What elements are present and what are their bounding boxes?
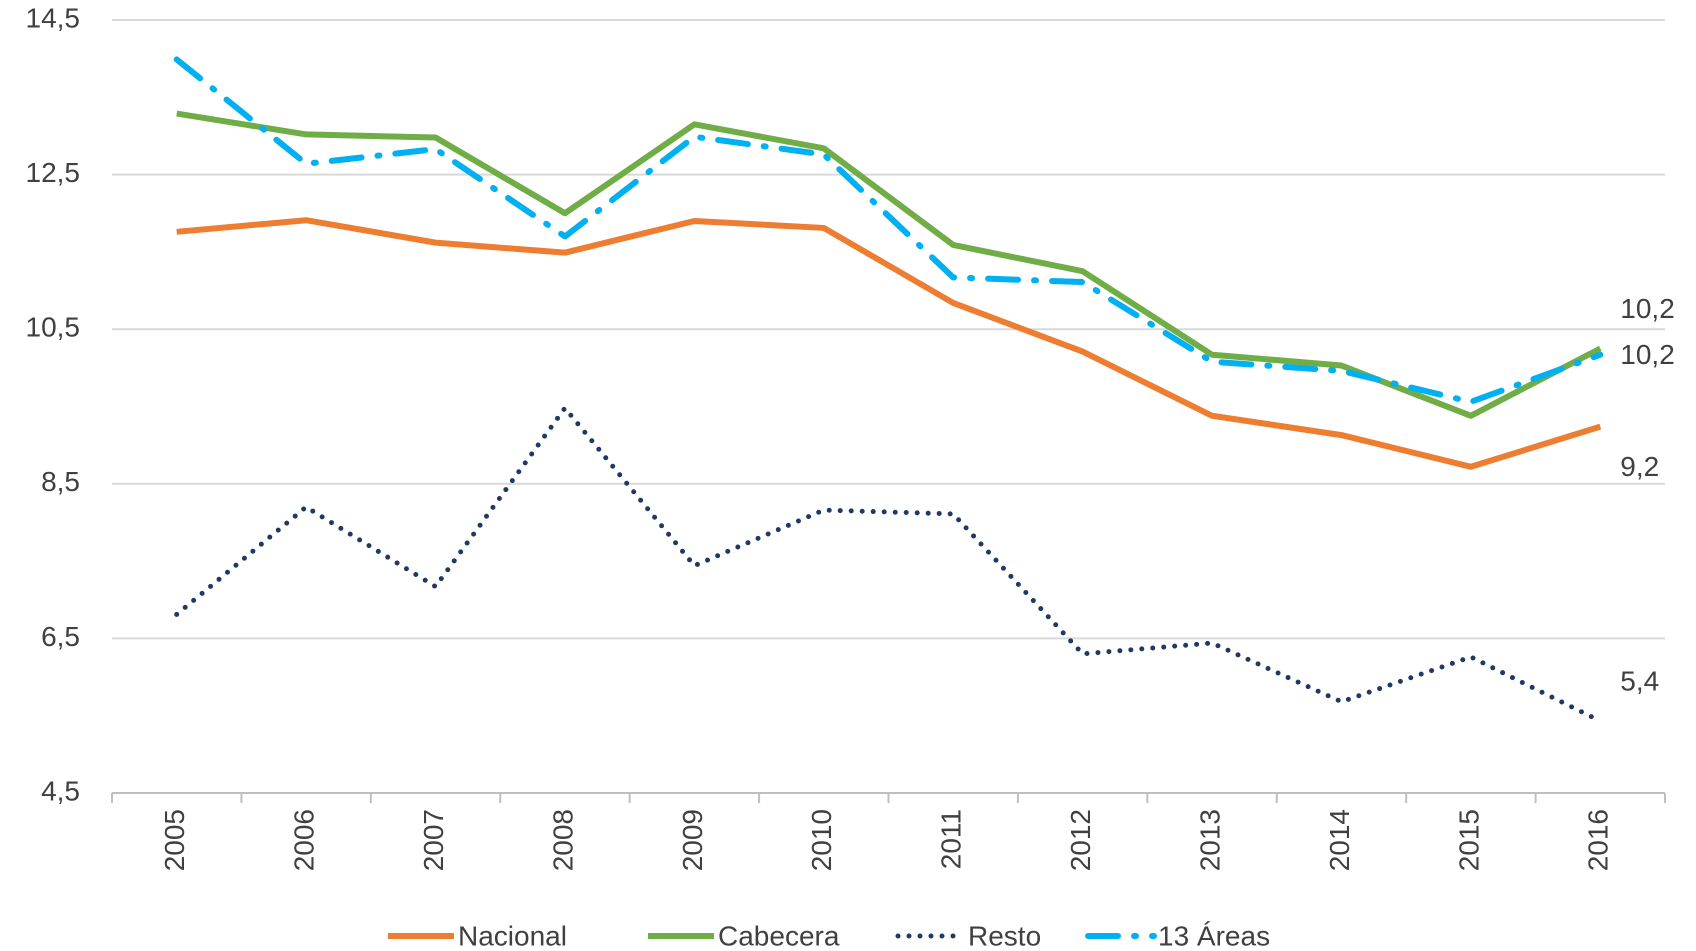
x-tick-label: 2005 bbox=[159, 809, 190, 871]
x-tick-label: 2016 bbox=[1583, 809, 1614, 871]
x-tick-label: 2014 bbox=[1324, 809, 1355, 871]
legend-label: Cabecera bbox=[718, 920, 840, 951]
x-tick-label: 2008 bbox=[547, 809, 578, 871]
series-line bbox=[176, 217, 1602, 470]
data-label: 10,2 bbox=[1620, 339, 1675, 370]
y-tick-label: 12,5 bbox=[26, 157, 81, 188]
x-tick-label: 2010 bbox=[806, 809, 837, 871]
y-tick-label: 4,5 bbox=[41, 775, 80, 806]
y-tick-label: 10,5 bbox=[26, 312, 81, 343]
legend-label: Nacional bbox=[458, 920, 567, 951]
data-label: 5,4 bbox=[1620, 666, 1659, 697]
data-label: 9,2 bbox=[1620, 451, 1659, 482]
x-tick-label: 2015 bbox=[1453, 809, 1484, 871]
x-tick-label: 2012 bbox=[1065, 809, 1096, 871]
x-tick-label: 2006 bbox=[289, 809, 320, 871]
x-tick-label: 2013 bbox=[1194, 809, 1225, 871]
y-tick-label: 14,5 bbox=[26, 2, 81, 33]
x-tick-label: 2007 bbox=[418, 809, 449, 871]
y-tick-label: 6,5 bbox=[41, 621, 80, 652]
series-line bbox=[173, 56, 1604, 405]
legend-label: Resto bbox=[968, 920, 1041, 951]
legend-label: 13 Áreas bbox=[1158, 920, 1270, 951]
x-tick-label: 2009 bbox=[677, 809, 708, 871]
y-tick-label: 8,5 bbox=[41, 466, 80, 497]
data-label: 10,2 bbox=[1620, 293, 1675, 324]
series-line bbox=[174, 405, 1603, 724]
x-tick-label: 2011 bbox=[936, 809, 967, 869]
